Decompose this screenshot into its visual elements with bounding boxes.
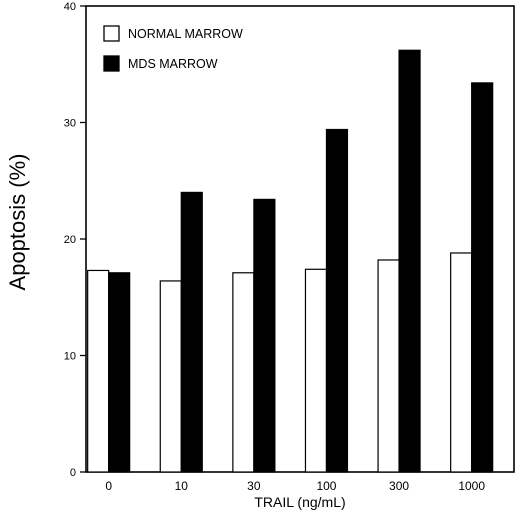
bar-normal	[232, 272, 255, 473]
bar-normal	[304, 268, 328, 473]
bar-mds	[471, 82, 494, 473]
plot-frame	[85, 5, 515, 473]
bar-mds	[398, 49, 421, 473]
y-tick-label: 30	[64, 118, 76, 130]
x-tick-label: 30	[247, 479, 261, 493]
bar-mds	[108, 272, 131, 473]
y-tick-label: 40	[64, 1, 76, 13]
y-tick-label: 20	[64, 234, 76, 246]
x-tick-label: 300	[389, 479, 409, 493]
x-tick-label: 100	[316, 479, 336, 493]
legend-label-mds: MDS MARROW	[128, 57, 218, 71]
y-axis-label: Apoptosis (%)	[5, 154, 30, 291]
x-tick-label: 0	[105, 479, 112, 493]
bar-normal	[377, 259, 400, 473]
legend-swatch-normal	[103, 25, 120, 42]
y-axis: 0 10 20 30 40	[64, 1, 86, 479]
bar-mds	[180, 191, 203, 473]
x-tick-label: 10	[175, 479, 189, 493]
y-tick-label: 0	[70, 467, 76, 479]
x-axis: 0 10 30 100 300 1000	[105, 479, 485, 493]
legend-swatch-mds	[103, 55, 120, 72]
legend: NORMAL MARROW MDS MARROW	[103, 25, 243, 72]
legend-label-normal: NORMAL MARROW	[128, 27, 243, 41]
bar-series	[87, 49, 494, 473]
bar-normal	[450, 252, 473, 473]
bar-mds	[325, 128, 349, 473]
x-axis-label: TRAIL (ng/mL)	[254, 494, 345, 510]
x-tick-label: 1000	[458, 479, 485, 493]
bar-normal	[159, 280, 182, 473]
bar-normal	[87, 269, 110, 473]
y-tick-label: 10	[64, 351, 76, 363]
bar-mds	[253, 198, 276, 473]
